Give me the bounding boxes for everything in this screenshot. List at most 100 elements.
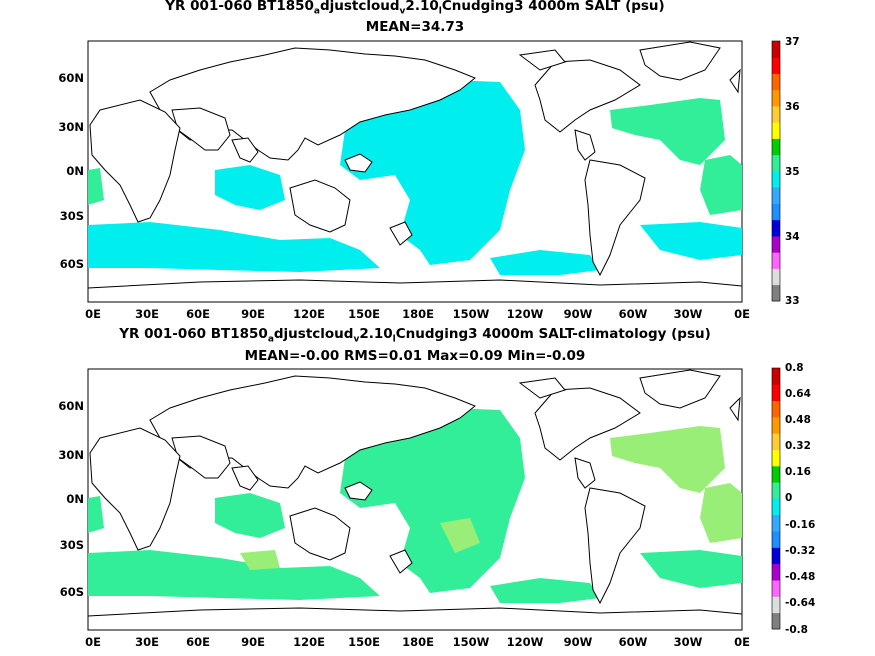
top-colorbar-labels: 37 36 35 34 33 [785, 36, 800, 307]
bottom-lon-label: 120E [293, 635, 325, 649]
top-southern-ocean-band [88, 222, 380, 272]
bottom-lon-label: 0E [85, 635, 101, 649]
bottom-southeast-pacific-patch [490, 578, 600, 603]
top-north-atlantic-patch [610, 98, 725, 165]
bottom-colorbar-label: 0 [785, 492, 792, 504]
top-lat-label: 60S [60, 257, 84, 271]
top-lon-label: 90W [564, 307, 593, 321]
bottom-south-atlantic-patch [640, 550, 742, 588]
bottom-lon-label: 180E [402, 635, 434, 649]
top-colorbar-label: 35 [785, 166, 800, 178]
bottom-lat-label: 0N [66, 492, 84, 506]
top-colorbar-outline [771, 40, 781, 302]
bottom-colorbar-label: -0.48 [785, 571, 815, 583]
bottom-lat-ticks: 60N 30N 0N 30S 60S [58, 399, 84, 599]
top-colorbar-segment [772, 203, 780, 221]
top-colorbar-segment [772, 106, 780, 123]
top-lon-label: 150E [348, 307, 380, 321]
top-colorbar-segment [772, 154, 780, 172]
top-colorbar-segment [772, 89, 780, 107]
bottom-colorbar-labels: 0.8 0.64 0.48 0.32 0.16 0 -0.16 -0.32 -0… [785, 362, 815, 636]
top-colorbar-segment [772, 73, 780, 91]
bottom-colorbar-segment [772, 384, 780, 402]
top-colorbar-segment [772, 122, 780, 139]
bottom-lat-label: 30S [60, 538, 84, 552]
top-north-pacific-patch [340, 80, 525, 265]
top-lon-label: 120W [507, 307, 544, 321]
top-colorbar-segment [772, 57, 780, 74]
top-colorbar-label: 34 [785, 231, 800, 243]
bottom-colorbar-label: -0.8 [785, 624, 808, 636]
top-lat-label: 0N [66, 164, 84, 178]
top-lon-label: 0E [85, 307, 101, 321]
bottom-colorbar-segment [772, 596, 780, 614]
bottom-colorbar-segment [772, 563, 780, 581]
bottom-lon-label: 150E [348, 635, 380, 649]
bottom-colorbar-segment [772, 612, 780, 630]
bottom-lat-label: 60S [60, 585, 84, 599]
top-south-atlantic-patch [640, 222, 742, 260]
top-lat-label: 30N [58, 120, 84, 134]
top-lon-label: 0E [734, 307, 750, 321]
top-colorbar-label: 37 [785, 36, 800, 48]
top-colorbar-label: 33 [785, 295, 800, 307]
top-lat-label: 30S [60, 209, 84, 223]
bottom-lon-label: 90E [241, 635, 265, 649]
bottom-southern-ocean-band [88, 550, 380, 600]
top-lon-label: 30W [674, 307, 703, 321]
top-lon-label: 30E [135, 307, 159, 321]
bottom-colorbar-label: 0.64 [785, 388, 811, 400]
bottom-lon-label: 30W [674, 635, 703, 649]
top-colorbar-segment [772, 138, 780, 156]
bottom-colorbar-label: -0.16 [785, 519, 815, 531]
bottom-lon-label: 120W [507, 635, 544, 649]
top-colorbar [771, 40, 781, 302]
top-lon-label: 60W [619, 307, 648, 321]
bottom-colorbar-label: 0.48 [785, 414, 811, 426]
bottom-colorbar-segment [772, 368, 780, 385]
bottom-map-stats: MEAN=-0.00 RMS=0.01 Max=0.09 Min=-0.09 [244, 348, 586, 364]
top-lon-ticks: 0E 30E 60E 90E 120E 150E 180E 150W 120W … [85, 307, 750, 321]
bottom-east-atlantic-patch [700, 483, 742, 543]
top-map-ocean-field [88, 80, 742, 275]
top-colorbar-segment [772, 252, 780, 269]
top-southeast-pacific-patch [490, 250, 600, 275]
top-map-title: YR 001-060 BT1850adjustcloudv2.10lCnudgi… [165, 0, 665, 17]
top-colorbar-segment [772, 41, 780, 58]
bottom-lon-label: 0E [734, 635, 750, 649]
top-colorbar-segment [772, 187, 780, 204]
bottom-light-patch [240, 550, 280, 570]
bottom-colorbar-segment [772, 433, 780, 450]
bottom-colorbar-segment [772, 449, 780, 467]
bottom-colorbar-segment [772, 482, 780, 499]
bottom-lon-label: 60W [619, 635, 648, 649]
top-lon-label: 120E [293, 307, 325, 321]
top-colorbar-segment [772, 219, 780, 237]
bottom-colorbar-segment [772, 547, 780, 565]
top-antarctic-coast [87, 279, 743, 289]
bottom-colorbar-segment [772, 514, 780, 532]
bottom-colorbar-segment [772, 498, 780, 516]
top-colorbar-segment [772, 284, 780, 302]
top-lat-label: 60N [58, 71, 84, 85]
bottom-lat-label: 30N [58, 448, 84, 462]
bottom-map-ocean-field [88, 408, 742, 603]
bottom-lon-label: 150W [453, 635, 490, 649]
bottom-colorbar [771, 367, 781, 630]
bottom-indian-ocean-patch [215, 493, 285, 538]
top-lon-label: 90E [241, 307, 265, 321]
bottom-colorbar-outline [771, 367, 781, 630]
bottom-colorbar-segment [772, 531, 780, 548]
top-lat-ticks: 60N 30N 0N 30S 60S [58, 71, 84, 271]
top-lon-label: 60E [186, 307, 210, 321]
bottom-gulf-patch [88, 496, 104, 533]
top-lon-label: 180E [402, 307, 434, 321]
bottom-colorbar-segment [772, 465, 780, 483]
bottom-north-pacific-patch [340, 408, 525, 593]
bottom-north-atlantic-patch [610, 426, 725, 493]
top-colorbar-segment [772, 236, 780, 253]
top-colorbar-label: 36 [785, 101, 800, 113]
bottom-colorbar-label: 0.16 [785, 466, 811, 478]
bottom-lon-ticks: 0E 30E 60E 90E 120E 150E 180E 150W 120W … [85, 635, 750, 649]
